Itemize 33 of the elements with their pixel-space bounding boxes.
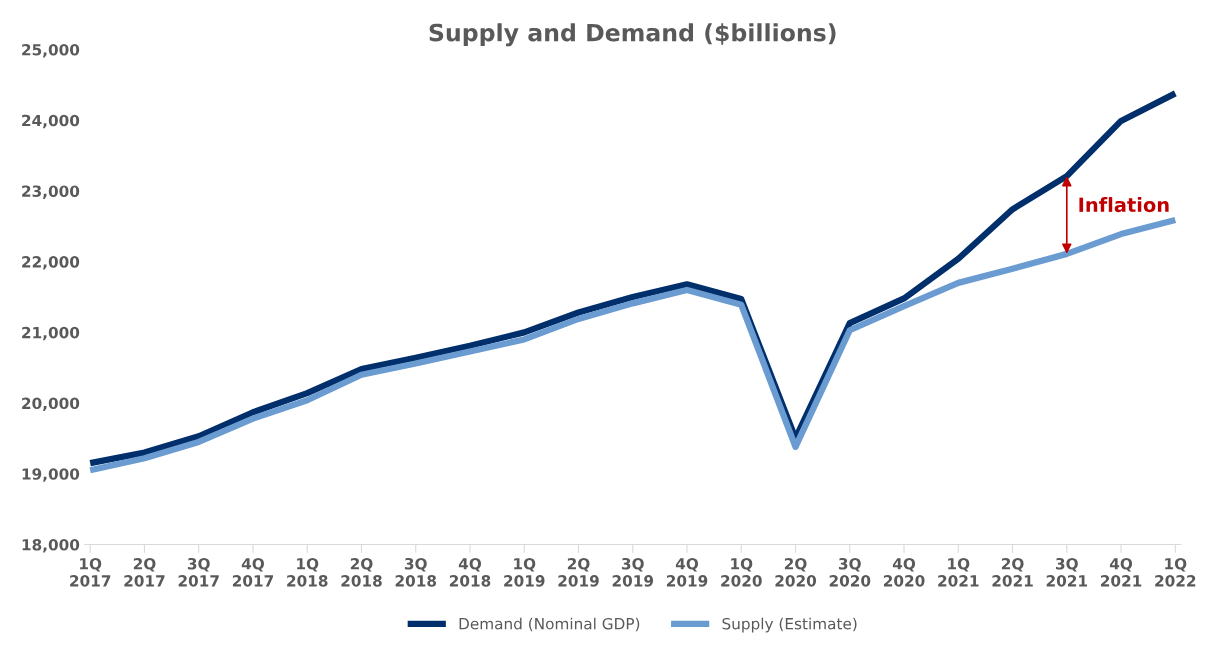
y-tick-label: 22,000 — [22, 256, 80, 270]
x-tick-label: 4Q 2019 — [666, 557, 708, 587]
x-tick-label: 2Q 2020 — [775, 557, 817, 587]
x-tick-label: 4Q 2021 — [1100, 557, 1142, 587]
annotation: Inflation — [1079, 197, 1169, 213]
x-tick-label: 4Q 2020 — [883, 557, 925, 587]
x-tick-label: 1Q 2022 — [1155, 557, 1196, 587]
x-tick-label: 1Q 2020 — [721, 557, 762, 587]
y-tick-label: 19,000 — [22, 468, 80, 482]
x-tick-label: 2Q 2019 — [558, 557, 599, 587]
y-tick-label: 20,000 — [22, 397, 80, 412]
x-tick-label: 2Q 2021 — [992, 557, 1033, 587]
x-tick-label: 3Q 2021 — [1046, 557, 1087, 587]
legend-label: Supply (Estimate) — [722, 617, 857, 633]
x-tick-label: 2Q 2018 — [341, 557, 382, 587]
x-tick-label: 3Q 2018 — [395, 557, 437, 587]
x-tick-label: 4Q 2018 — [449, 557, 491, 587]
x-tick-label: 3Q 2019 — [612, 557, 654, 587]
x-tick-label: 3Q 2017 — [178, 557, 219, 587]
x-tick-label: 2Q 2017 — [124, 557, 165, 587]
x-tick-label: 3Q 2020 — [829, 557, 871, 587]
x-tick-label: 1Q 2019 — [504, 557, 545, 587]
x-tick-label: 1Q 2021 — [938, 557, 979, 587]
x-tick-label: 4Q 2017 — [232, 557, 274, 587]
y-tick-label: 24,000 — [22, 114, 80, 129]
y-tick-label: 21,000 — [22, 326, 80, 341]
legend-label: Demand (Nominal GDP) — [459, 617, 640, 632]
chart-title: Supply and Demand ($billions) — [429, 23, 836, 47]
y-tick-label: 18,000 — [22, 538, 80, 553]
x-tick-label: 1Q 2018 — [287, 557, 328, 587]
y-tick-label: 25,000 — [22, 43, 80, 58]
y-tick-label: 23,000 — [22, 185, 80, 199]
x-tick-label: 1Q 2017 — [70, 557, 111, 587]
